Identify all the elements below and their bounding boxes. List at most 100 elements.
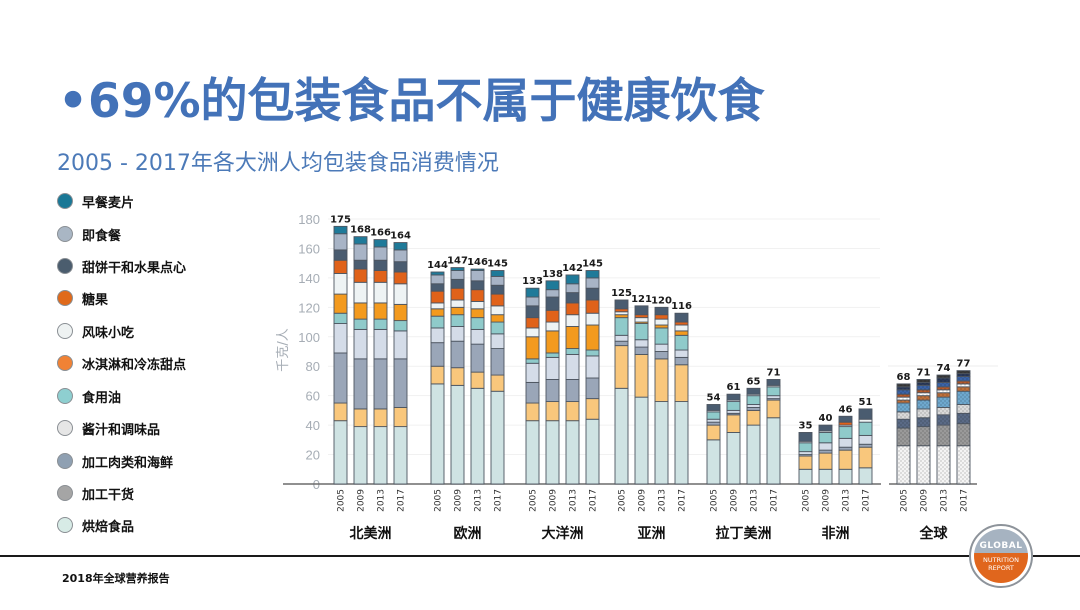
bar-total-label: 145 [487, 259, 508, 270]
bar-total-label: 144 [427, 260, 448, 271]
bar-北美洲-2013 [373, 239, 388, 485]
bar-segment-酱汁和调味品 [333, 323, 348, 354]
x-tick-label: 2013 [842, 489, 852, 512]
bar-total-label: 71 [767, 367, 781, 378]
bar-segment-烘焙食品 [430, 383, 445, 485]
bar-segment-酱汁和调味品 [545, 356, 560, 380]
bar-segment-风味小吃 [545, 321, 560, 332]
bar-segment-即食餐 [490, 275, 505, 286]
bar-segment-即食餐 [450, 270, 465, 280]
legend-item-baked-goods: 烘焙食品 [57, 514, 134, 536]
bar-北美洲-2009 [353, 236, 368, 485]
legend-label: 酱汁和调味品 [82, 422, 161, 438]
bar-segment-早餐麦片 [956, 370, 971, 375]
bar-segment-冰淇淋和冷冻甜点 [674, 330, 689, 336]
bar-segment-即食餐 [333, 233, 348, 251]
bar-segment-烘焙食品 [490, 390, 505, 485]
legend-swatch-icon [57, 226, 73, 242]
bar-segment-风味小吃 [353, 281, 368, 304]
bar-segment-烘焙食品 [565, 420, 580, 485]
bar-segment-加工肉类和海鲜 [470, 343, 485, 373]
bar-segment-酱汁和调味品 [490, 333, 505, 350]
bar-segment-早餐麦片 [936, 374, 951, 379]
legend-label: 加工干货 [82, 487, 135, 503]
bar-segment-烘焙食品 [798, 468, 813, 485]
y-tick-label: 160 [298, 241, 320, 256]
bar-欧洲-2009 [450, 267, 465, 485]
bar-segment-冰淇淋和冷冻甜点 [525, 336, 540, 360]
bar-segment-加工肉类和海鲜 [634, 346, 649, 355]
bar-segment-糖果 [545, 309, 560, 323]
bar-segment-甜饼干和水果点心 [654, 306, 669, 316]
bar-segment-风味小吃 [525, 327, 540, 338]
legend-item-edible-oils: 食用油 [57, 385, 121, 407]
legend-swatch-icon [57, 453, 73, 469]
bar-segment-风味小吃 [373, 281, 388, 304]
bar-segment-食用油 [654, 327, 669, 345]
bar-segment-早餐麦片 [353, 236, 368, 245]
bar-segment-烘焙食品 [545, 420, 560, 485]
legend-swatch-icon [57, 323, 73, 339]
bar-segment-即食餐 [936, 377, 951, 383]
bar-segment-冰淇淋和冷冻甜点 [490, 314, 505, 323]
bar-segment-即食餐 [430, 274, 445, 285]
x-tick-label: 2005 [618, 489, 628, 512]
bar-大洋洲-2017 [585, 270, 600, 485]
bar-segment-食用油 [674, 334, 689, 351]
bar-segment-加工肉类和海鲜 [450, 340, 465, 369]
bar-segment-酱汁和调味品 [956, 404, 971, 414]
bar-segment-甜饼干和水果点心 [838, 415, 853, 423]
bar-segment-食用油 [936, 396, 951, 408]
legend-swatch-icon [57, 388, 73, 404]
bar-segment-冰淇淋和冷冻甜点 [430, 308, 445, 317]
bar-segment-食用油 [333, 312, 348, 324]
bar-segment-甜饼干和水果点心 [373, 259, 388, 271]
x-tick-label: 2017 [862, 489, 872, 512]
bar-segment-加工干货 [956, 423, 971, 447]
bar-segment-甜饼干和水果点心 [896, 389, 911, 395]
bar-segment-加工肉类和海鲜 [353, 358, 368, 410]
x-tick-label: 2013 [569, 489, 579, 512]
bar-segment-酱汁和调味品 [674, 349, 689, 358]
x-tick-label: 2017 [770, 489, 780, 512]
bar-segment-酱汁和调味品 [393, 330, 408, 360]
bar-segment-酱汁和调味品 [430, 327, 445, 344]
bar-segment-加工干货 [838, 449, 853, 470]
bar-segment-烘焙食品 [654, 401, 669, 485]
bar-segment-甜饼干和水果点心 [818, 424, 833, 432]
x-tick-label: 2013 [377, 489, 387, 512]
bar-segment-烘焙食品 [353, 426, 368, 485]
bar-segment-早餐麦片 [373, 239, 388, 248]
bar-segment-加工干货 [798, 455, 813, 470]
bar-segment-食用油 [818, 432, 833, 444]
bar-segment-甜饼干和水果点心 [614, 299, 629, 310]
bar-segment-加工干货 [393, 406, 408, 428]
group-label: 北美洲 [350, 525, 392, 542]
x-tick-label: 2005 [337, 489, 347, 512]
bar-欧洲-2017 [490, 270, 505, 485]
legend-label: 即食餐 [82, 228, 122, 244]
bar-segment-风味小吃 [490, 305, 505, 316]
bar-segment-甜饼干和水果点心 [936, 381, 951, 388]
legend-item-dried-processed-food: 加工干货 [57, 482, 134, 504]
x-tick-label: 2009 [920, 489, 930, 512]
legend-item-sauces-condiments: 酱汁和调味品 [57, 417, 160, 439]
bar-segment-即食餐 [353, 243, 368, 261]
legend-swatch-icon [57, 420, 73, 436]
bar-segment-甜饼干和水果点心 [766, 379, 781, 386]
bar-segment-食用油 [585, 349, 600, 357]
bar-segment-加工干货 [525, 402, 540, 422]
bar-segment-甜饼干和水果点心 [450, 278, 465, 289]
bar-segment-早餐麦片 [585, 270, 600, 279]
bar-segment-加工干货 [490, 374, 505, 392]
bar-segment-甜饼干和水果点心 [565, 292, 580, 304]
bar-segment-甜饼干和水果点心 [490, 284, 505, 295]
bar-segment-烘焙食品 [634, 396, 649, 485]
bar-total-label: 125 [611, 288, 632, 299]
bar-segment-食用油 [956, 390, 971, 405]
bar-segment-加工干货 [634, 353, 649, 398]
legend-label: 风味小吃 [82, 325, 135, 341]
group-label: 亚洲 [638, 526, 666, 542]
bar-segment-加工肉类和海鲜 [654, 351, 669, 360]
bar-total-label: 74 [937, 363, 951, 374]
